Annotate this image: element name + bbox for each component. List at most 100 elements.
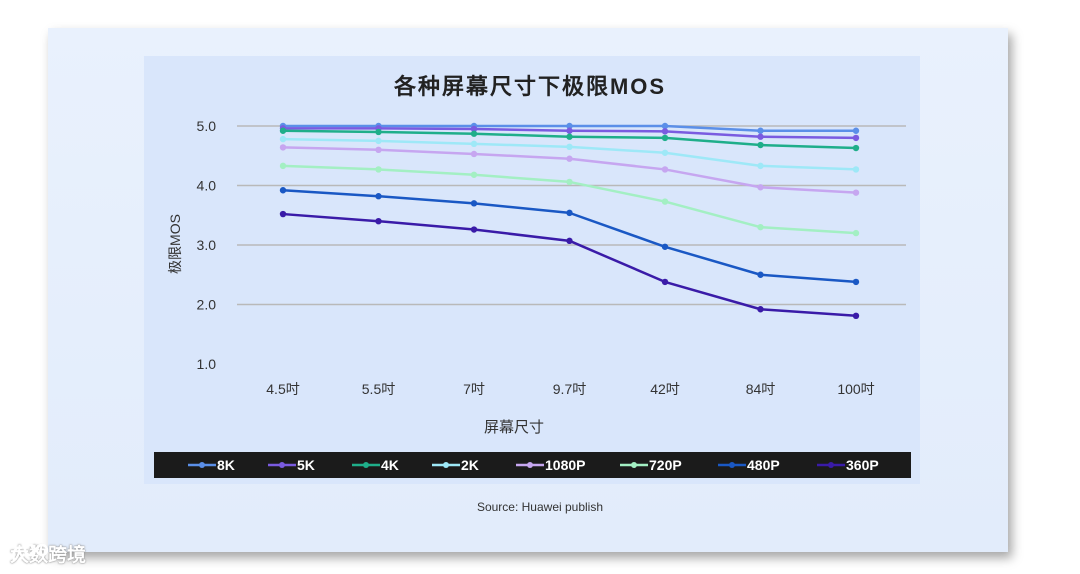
data-point <box>661 198 669 205</box>
data-point <box>279 127 287 134</box>
data-point <box>566 155 573 162</box>
legend-swatch-marker <box>279 462 285 468</box>
data-point <box>661 134 669 142</box>
data-point <box>852 144 860 152</box>
y-tick-label: 2.0 <box>197 297 217 313</box>
data-point <box>470 171 478 178</box>
legend-label: 2K <box>461 457 479 473</box>
data-point <box>757 271 764 278</box>
legend-item-2k: 2K <box>432 457 479 473</box>
data-point <box>470 140 478 148</box>
data-point <box>375 146 382 153</box>
data-point <box>757 133 764 140</box>
series-480p <box>279 187 860 286</box>
legend-item-360p: 360P <box>817 457 879 473</box>
data-point <box>661 128 669 135</box>
legend-swatch-marker <box>828 462 834 468</box>
legend-item-8k: 8K <box>188 457 235 473</box>
data-point <box>470 226 478 233</box>
legend-item-5k: 5K <box>268 457 315 473</box>
series-720p <box>279 162 860 237</box>
data-point <box>852 312 860 320</box>
data-point <box>375 128 382 136</box>
legend-swatch-marker <box>729 462 735 468</box>
y-tick-label: 5.0 <box>197 118 217 134</box>
x-tick-label: 7吋 <box>463 381 485 397</box>
series-2k <box>279 135 860 173</box>
series-line <box>282 164 857 235</box>
data-point <box>661 166 669 173</box>
data-point <box>279 144 287 151</box>
legend-label: 480P <box>747 457 780 473</box>
data-point <box>470 150 478 158</box>
chart-panel <box>144 56 920 484</box>
legend-swatch-marker <box>199 462 205 468</box>
chart-title: 各种屏幕尺寸下极限MOS <box>393 74 666 99</box>
legend-label: 4K <box>381 457 399 473</box>
x-tick-label: 100吋 <box>837 381 874 397</box>
data-point <box>852 134 860 142</box>
data-point <box>852 189 860 196</box>
data-point <box>661 122 669 130</box>
legend-label: 1080P <box>545 457 585 473</box>
data-point <box>852 127 860 134</box>
legend-item-480p: 480P <box>718 457 780 473</box>
series-5k <box>279 125 860 142</box>
legend-item-4k: 4K <box>352 457 399 473</box>
legend-swatch-marker <box>443 462 449 468</box>
data-point <box>661 243 669 250</box>
data-point <box>566 143 573 151</box>
data-point <box>852 278 860 286</box>
data-point <box>279 210 287 218</box>
data-point <box>757 223 764 231</box>
data-point <box>566 209 573 217</box>
data-point <box>375 137 382 145</box>
data-point <box>661 149 669 156</box>
data-point <box>852 166 860 173</box>
data-point <box>852 229 860 237</box>
data-point <box>757 141 764 149</box>
x-tick-label: 42吋 <box>650 381 680 397</box>
data-point <box>375 193 382 200</box>
legend-item-1080p: 1080P <box>516 457 585 473</box>
y-axis-label: 极限MOS <box>167 214 183 274</box>
data-point <box>375 218 382 225</box>
legend-swatch-marker <box>631 462 637 468</box>
legend-label: 720P <box>649 457 682 473</box>
data-point <box>470 125 478 133</box>
legend-label: 360P <box>846 457 879 473</box>
series-line <box>282 212 857 318</box>
data-point <box>566 237 573 245</box>
series-1080p <box>279 144 860 196</box>
series-line <box>282 189 857 284</box>
data-point <box>757 184 764 191</box>
data-point <box>279 135 287 143</box>
data-point <box>757 127 764 134</box>
data-point <box>757 306 764 313</box>
x-axis-label: 屏幕尺寸 <box>484 419 544 436</box>
legend-label: 5K <box>297 457 315 473</box>
data-point <box>661 278 669 286</box>
data-point <box>566 178 573 186</box>
data-point <box>470 200 478 207</box>
watermark-logo-icon <box>12 543 49 563</box>
legend-label: 8K <box>217 457 235 473</box>
y-tick-label: 4.0 <box>197 178 217 194</box>
x-tick-label: 5.5吋 <box>362 381 395 397</box>
legend-swatch-marker <box>363 462 369 468</box>
data-point <box>566 127 573 134</box>
data-point <box>470 130 478 137</box>
legend-item-720p: 720P <box>620 457 682 473</box>
series-4k <box>279 127 860 152</box>
x-tick-label: 84吋 <box>746 381 776 397</box>
data-point <box>566 133 573 140</box>
x-tick-label: 9.7吋 <box>553 381 586 397</box>
data-point <box>757 162 764 170</box>
source-note: Source: Huawei publish <box>476 500 604 514</box>
data-point <box>375 166 382 173</box>
watermark: 大数跨境 <box>10 540 86 567</box>
data-point <box>566 122 573 130</box>
data-point <box>279 187 287 194</box>
series-360p <box>279 210 860 320</box>
